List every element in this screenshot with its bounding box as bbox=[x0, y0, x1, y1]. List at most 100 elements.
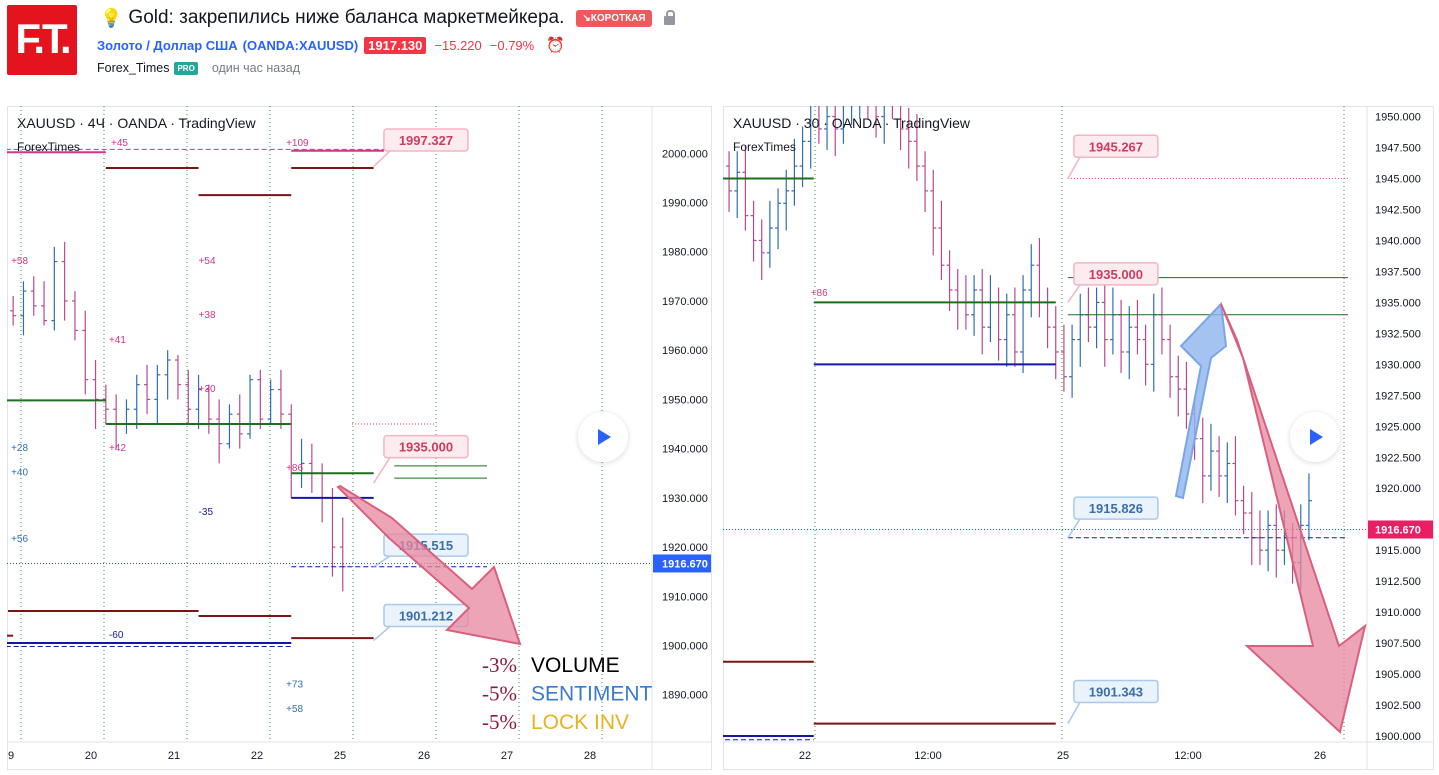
candle bbox=[1142, 324, 1149, 386]
callout-box bbox=[1073, 679, 1159, 704]
lock-icon bbox=[663, 9, 675, 25]
candle bbox=[1224, 442, 1231, 504]
x-tick-label: 21 bbox=[168, 750, 180, 762]
candle bbox=[30, 276, 37, 316]
candle bbox=[930, 169, 937, 256]
y-tick-label: 1950.000 bbox=[1375, 112, 1421, 124]
y-tick-label: 1970.000 bbox=[662, 296, 708, 308]
x-tick-label: 12:00 bbox=[1174, 750, 1202, 762]
callout-box bbox=[1073, 134, 1159, 159]
candle bbox=[1273, 504, 1280, 578]
overlay-pct: -3% bbox=[482, 653, 517, 677]
candle bbox=[144, 364, 151, 415]
candle bbox=[82, 310, 89, 395]
play-replay-button[interactable] bbox=[578, 412, 628, 462]
price-callout: 1945.267 bbox=[1067, 134, 1159, 179]
candle bbox=[257, 369, 264, 429]
y-tick-label: 1940.000 bbox=[662, 444, 708, 456]
chart-30m-svg[interactable]: +86 1945.267 1935.000 1915.826 1901.343 1950.… bbox=[716, 52, 1434, 770]
current-price-tag bbox=[1368, 520, 1433, 539]
x-tick-label: 25 bbox=[1057, 750, 1069, 762]
overlay-label: SENTIMENT bbox=[531, 683, 653, 706]
play-replay-button-30m[interactable] bbox=[1290, 412, 1340, 462]
candle bbox=[20, 281, 27, 336]
price-badge: 1917.130 bbox=[364, 36, 427, 54]
callout-pointer bbox=[1067, 284, 1081, 303]
candle bbox=[226, 404, 233, 449]
author-name[interactable]: Forex_Times bbox=[97, 61, 170, 75]
candle bbox=[1028, 244, 1035, 318]
level-annotation: +41 bbox=[109, 335, 126, 346]
overlay-pct: -5% bbox=[482, 710, 517, 734]
chart-subtitle: ForexTimes bbox=[733, 140, 796, 154]
candle bbox=[1101, 281, 1108, 367]
price-callout: 1935.000 bbox=[373, 434, 469, 484]
level-annotation: +86 bbox=[811, 288, 828, 299]
callout-pointer bbox=[1067, 518, 1081, 539]
candle bbox=[277, 369, 284, 429]
y-tick-label: 1945.000 bbox=[1375, 173, 1421, 185]
candle bbox=[971, 275, 978, 336]
idea-title: Gold: закрепились ниже баланса маркетмей… bbox=[128, 7, 565, 28]
idea-title-row: 💡 Gold: закрепились ниже баланса маркетм… bbox=[100, 6, 675, 30]
y-tick-label: 1902.500 bbox=[1375, 700, 1421, 712]
y-tick-label: 1915.000 bbox=[1375, 545, 1421, 557]
candle bbox=[922, 151, 929, 212]
level-annotation: -35 bbox=[199, 507, 214, 518]
chart-panel-30m[interactable]: +86 1945.267 1935.000 1915.826 1901.343 1950.… bbox=[716, 52, 1434, 770]
callout-box bbox=[383, 434, 469, 459]
candle bbox=[1240, 485, 1247, 535]
callout-pointer bbox=[373, 625, 391, 642]
y-tick-label: 1935.000 bbox=[1375, 297, 1421, 309]
symbol-name-link[interactable]: Золото / Доллар США bbox=[97, 37, 238, 53]
current-price-label: 1916.670 bbox=[1375, 525, 1421, 537]
y-tick-label: 1920.000 bbox=[662, 542, 708, 554]
callout-pointer bbox=[1067, 702, 1081, 725]
x-tick-label: 9 bbox=[8, 750, 14, 762]
candle bbox=[1011, 287, 1018, 367]
symbol-row: Золото / Доллар США (OANDA:XAUUSD) 1917.… bbox=[97, 35, 565, 55]
current-price-label: 1916.670 bbox=[662, 558, 708, 570]
y-tick-label: 1912.500 bbox=[1375, 576, 1421, 588]
level-annotation: +30 bbox=[199, 384, 216, 395]
callout-label: 1901.343 bbox=[1089, 684, 1143, 699]
candle bbox=[1020, 275, 1027, 374]
x-tick-label: 27 bbox=[501, 750, 513, 762]
level-annotation: -60 bbox=[109, 630, 124, 641]
price-callout: 1915.826 bbox=[1067, 496, 1159, 539]
candle bbox=[133, 374, 140, 429]
candle bbox=[913, 114, 920, 181]
callout-box bbox=[383, 128, 469, 152]
x-tick-label: 12:00 bbox=[914, 750, 942, 762]
price-callout: 1901.212 bbox=[373, 603, 469, 642]
candle bbox=[10, 296, 17, 326]
idea-header: F.T. 💡 Gold: закрепились ниже баланса ма… bbox=[0, 0, 1439, 100]
y-tick-label: 1980.000 bbox=[662, 247, 708, 259]
overlay-pct: -5% bbox=[482, 682, 517, 706]
x-tick-label: 26 bbox=[418, 750, 430, 762]
short-badge: ↘КОРОТКАЯ bbox=[576, 9, 652, 27]
symbol-code-link[interactable]: (OANDA:XAUUSD) bbox=[242, 37, 359, 53]
chart-panel-4h[interactable]: +58 +54 +38 +41 +30 +45 +109 +28 +40 +42 +86 -35 +56… bbox=[0, 106, 712, 770]
forextimes-logo[interactable]: F.T. bbox=[7, 5, 77, 75]
candle bbox=[742, 145, 749, 231]
alarm-clock-icon[interactable]: ⏰ bbox=[546, 37, 565, 54]
level-annotation: +109 bbox=[286, 138, 309, 149]
candle bbox=[236, 394, 243, 449]
callout-pointer bbox=[373, 150, 391, 168]
candle bbox=[1232, 436, 1239, 516]
callout-box bbox=[1073, 496, 1159, 520]
y-tick-label: 1910.000 bbox=[662, 591, 708, 603]
callout-label: 1901.212 bbox=[399, 608, 453, 623]
y-tick-label: 1925.000 bbox=[1375, 421, 1421, 433]
candle bbox=[1265, 510, 1272, 572]
candle bbox=[205, 384, 212, 434]
level-annotation: +28 bbox=[11, 443, 28, 454]
pro-badge: PRO bbox=[174, 61, 198, 75]
candle bbox=[216, 399, 223, 464]
candle bbox=[1126, 306, 1133, 380]
y-tick-label: 1940.000 bbox=[1375, 235, 1421, 247]
level-annotation: +40 bbox=[11, 468, 28, 479]
price-callout: 1901.343 bbox=[1067, 679, 1159, 725]
candle bbox=[247, 374, 254, 439]
